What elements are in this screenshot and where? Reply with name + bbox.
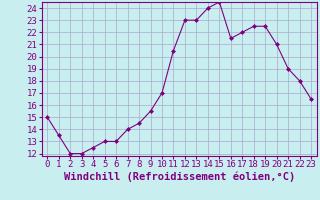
X-axis label: Windchill (Refroidissement éolien,°C): Windchill (Refroidissement éolien,°C): [64, 172, 295, 182]
